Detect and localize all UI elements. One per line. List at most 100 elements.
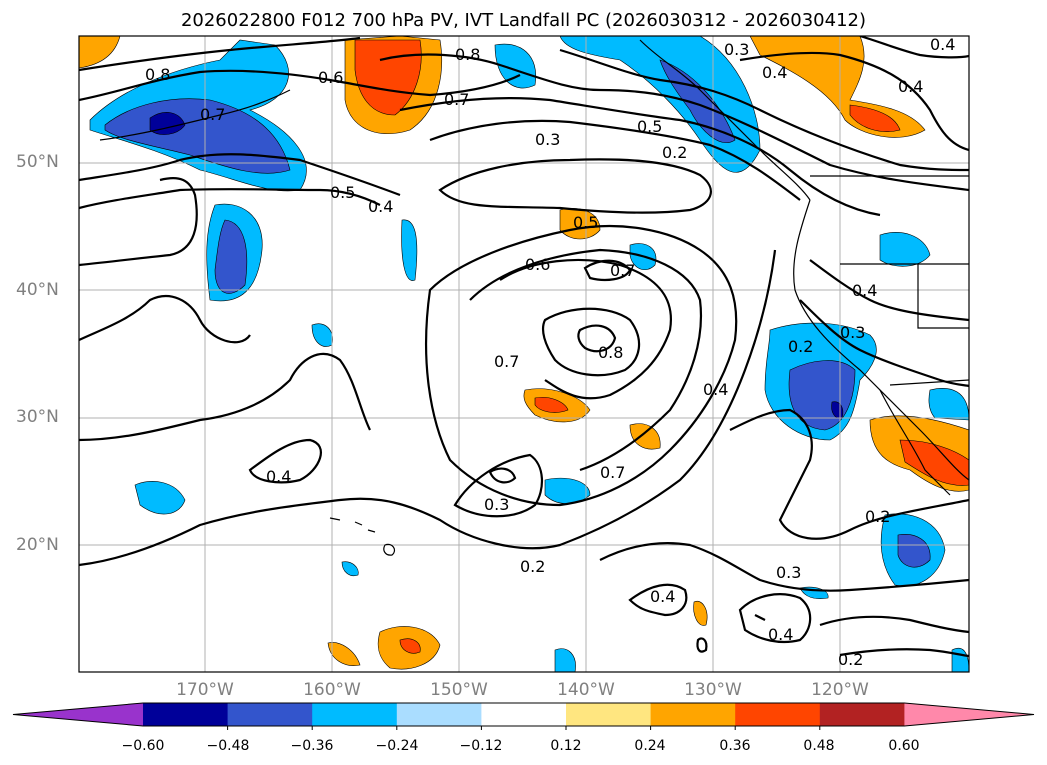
cb-tick-label: 0.60 [888, 738, 920, 754]
cb-tick-label: −0.48 [206, 738, 250, 754]
clabel: 0.2 [788, 337, 813, 356]
cb-tick-label: −0.12 [459, 738, 503, 754]
clabel: 0.7 [600, 463, 625, 482]
cb-tick-label: 0.36 [719, 738, 751, 754]
clabel: 0.4 [762, 63, 787, 82]
shade-blue-c3 [544, 477, 591, 504]
colorbar [12, 702, 1035, 730]
clabel: 0.4 [898, 77, 923, 96]
pv-contours [79, 36, 969, 658]
shade-orange-c2 [629, 423, 661, 450]
clabel: 0.4 [650, 587, 675, 606]
colorbar-swatch [819, 703, 905, 726]
clabel: 0.8 [598, 343, 623, 362]
coast-aleutians [99, 89, 291, 141]
coast-alaska [639, 39, 811, 201]
coastlines [99, 39, 969, 556]
clabel: 0.7 [444, 90, 469, 109]
shade-red-n [354, 39, 422, 116]
colorbar-swatch [735, 703, 821, 726]
colorbar-outline [12, 702, 1035, 727]
clabel: 0.2 [838, 650, 863, 669]
coast-na [793, 199, 969, 481]
colorbar-swatch [143, 703, 229, 726]
colorbar-swatch [566, 703, 652, 726]
shade-blue-w4 [401, 219, 418, 281]
lat-label-30: 30°N [16, 407, 59, 427]
shade-orange-s3 [693, 600, 708, 626]
shade-red-c [534, 397, 569, 413]
lon-label-170w: 170°W [176, 680, 234, 700]
colorbar-swatch [650, 703, 736, 726]
clabel: 0.4 [368, 197, 393, 216]
clabel: 0.3 [535, 130, 560, 149]
grid-lines [79, 36, 969, 672]
lat-label-40: 40°N [16, 280, 59, 300]
clabel: 0.4 [703, 380, 728, 399]
hawaii [329, 517, 396, 556]
shade-darkblue-s1 [897, 534, 931, 568]
clabel: 0.5 [330, 183, 355, 202]
cb-tick-label: −0.36 [290, 738, 334, 754]
lon-label-130w: 130°W [684, 680, 742, 700]
lon-label-120w: 120°W [811, 680, 869, 700]
colorbar-swatch [396, 703, 482, 726]
colorbar-swatch [481, 703, 567, 726]
contour-labels: 0.8 0.7 0.6 0.8 0.7 0.5 0.4 0.3 0.5 0.2 … [145, 35, 955, 669]
clabel: 0.5 [637, 117, 662, 136]
border-state [917, 264, 969, 329]
map-frame [78, 35, 970, 673]
lon-label-160w: 160°W [303, 680, 361, 700]
clabel: 0.8 [455, 45, 480, 64]
clabel: 0.2 [520, 557, 545, 576]
shade-navy-nw [149, 112, 186, 135]
clabel: 0.3 [484, 495, 509, 514]
clabel: 0.7 [200, 105, 225, 124]
border-mex [889, 379, 969, 386]
cb-tick-label: −0.24 [375, 738, 419, 754]
clabel: 0.3 [776, 563, 801, 582]
clabel: 0.4 [930, 35, 955, 54]
colorbar-extend-max [904, 703, 1034, 726]
shade-blue-w2 [134, 481, 186, 515]
clabel: 0.2 [865, 507, 890, 526]
clabel: 0.8 [145, 65, 170, 84]
clabel: 0.3 [840, 323, 865, 342]
coast-baja [879, 389, 951, 496]
cb-tick-label: 0.12 [550, 738, 582, 754]
shade-darkblue-coast [659, 59, 736, 143]
shade-blue-s3 [554, 648, 576, 672]
shade-red-ne [849, 104, 901, 132]
colorbar-swatch [312, 703, 398, 726]
lat-label-20: 20°N [16, 535, 59, 555]
clabel: 0.6 [525, 255, 550, 274]
clabel: 0.4 [852, 281, 877, 300]
colorbar-swatch [227, 703, 313, 726]
cb-tick-label: 0.48 [803, 738, 835, 754]
shade-orange-s2 [327, 642, 361, 666]
clabel: 0.6 [318, 68, 343, 87]
shade-darkblue-w [214, 219, 248, 294]
clabel: 0.4 [266, 467, 291, 486]
clabel: 0.7 [494, 352, 519, 371]
colorbar-extend-min [13, 703, 143, 726]
lon-label-140w: 140°W [557, 680, 615, 700]
map-panel: 0.8 0.7 0.6 0.8 0.7 0.5 0.4 0.3 0.5 0.2 … [79, 35, 969, 672]
clabel: 0.4 [768, 625, 793, 644]
shade-blue-coast [559, 36, 761, 173]
lon-label-150w: 150°W [430, 680, 488, 700]
clabel: 0.5 [573, 213, 598, 232]
shade-red-se [899, 439, 969, 486]
shade-red-s1 [399, 638, 421, 654]
map-title: 2026022800 F012 700 hPa PV, IVT Landfall… [180, 10, 867, 31]
shade-blue-s2 [341, 561, 359, 577]
shade-blue-se [928, 388, 969, 421]
clabel: 0.3 [724, 40, 749, 59]
cb-tick-label: −0.60 [121, 738, 165, 754]
lat-label-50: 50°N [16, 152, 59, 172]
shade-orange-ne [749, 36, 926, 138]
clabel: 0.7 [610, 261, 635, 280]
clabel: 0.2 [662, 143, 687, 162]
shade-blue-n1 [494, 43, 537, 89]
